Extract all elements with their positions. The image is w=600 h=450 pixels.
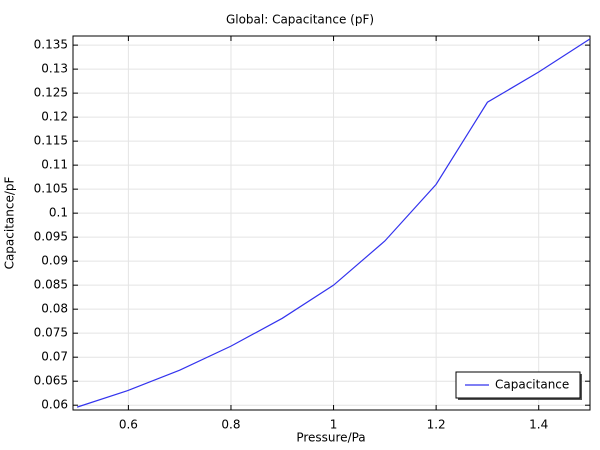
- y-tick-label: 0.095: [34, 230, 68, 244]
- data-line: [76, 38, 591, 408]
- y-tick-label: 0.09: [41, 254, 68, 268]
- x-tick-label: 0.6: [119, 418, 138, 432]
- y-tick-label: 0.13: [41, 62, 68, 76]
- x-tick-label: 1.2: [427, 418, 446, 432]
- y-tick-label: 0.1: [49, 206, 68, 220]
- y-tick-label: 0.075: [34, 326, 68, 340]
- y-tick-label: 0.065: [34, 374, 68, 388]
- y-tick-label: 0.085: [34, 278, 68, 292]
- y-tick-label: 0.125: [34, 86, 68, 100]
- plot-frame: [72, 35, 591, 411]
- chart-title: Global: Capacitance (pF): [226, 13, 374, 27]
- x-tick-label: 1.4: [529, 418, 548, 432]
- legend-label: Capacitance: [495, 378, 569, 392]
- y-tick-label: 0.12: [41, 110, 68, 124]
- y-tick-label: 0.06: [41, 398, 68, 412]
- y-tick-label: 0.105: [34, 182, 68, 196]
- y-tick-label: 0.07: [41, 350, 68, 364]
- y-tick-label: 0.11: [41, 158, 68, 172]
- x-axis-label: Pressure/Pa: [296, 431, 365, 445]
- y-tick-label: 0.115: [34, 134, 68, 148]
- y-axis-label: Capacitance/pF: [3, 176, 17, 269]
- x-tick-label: 0.8: [221, 418, 240, 432]
- y-tick-label: 0.08: [41, 302, 68, 316]
- x-tick-label: 1: [330, 418, 338, 432]
- legend-box: [455, 371, 581, 399]
- y-tick-label: 0.135: [34, 38, 68, 52]
